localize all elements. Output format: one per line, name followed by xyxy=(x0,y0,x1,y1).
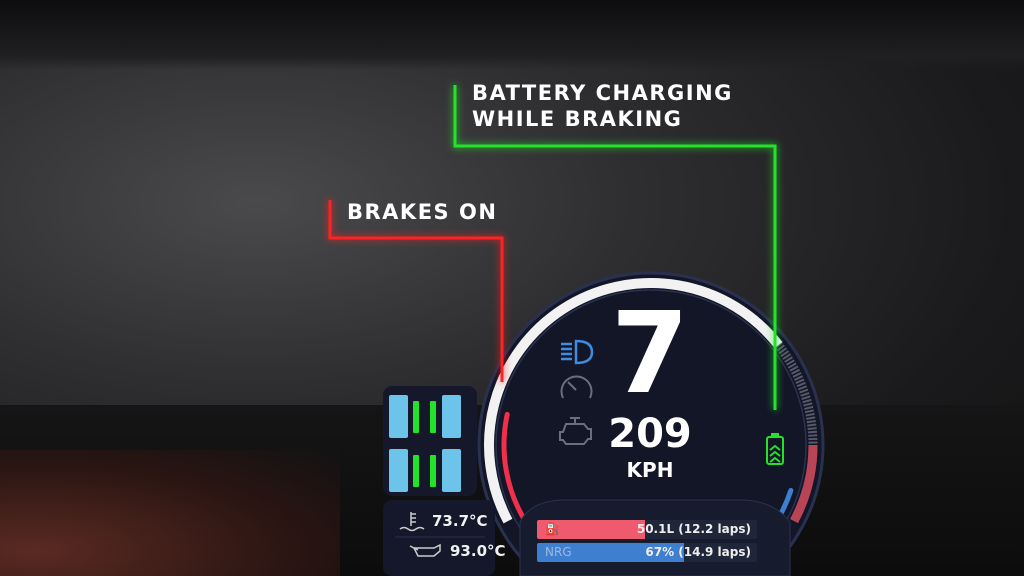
brake-front-left xyxy=(413,401,419,433)
brake-rear-right xyxy=(430,455,436,487)
rpm-fill xyxy=(484,278,783,524)
cockpit-steering-wheel xyxy=(0,450,340,576)
speed-unit: KPH xyxy=(626,458,674,482)
brakes-callout-line xyxy=(328,200,504,382)
brake-rear-left xyxy=(413,455,419,487)
fuel-bar-fill xyxy=(537,520,645,539)
battery-callout-line2: WHILE BRAKING xyxy=(472,107,683,131)
tyre-front-right xyxy=(442,395,461,438)
brake-indicator-arc xyxy=(501,411,529,526)
headlight-icon xyxy=(561,339,594,365)
fuel-bar: ⛽ 50.1L (12.2 laps) xyxy=(537,520,757,539)
energy-tag: NRG xyxy=(545,545,572,559)
gauge-inner-ring xyxy=(495,289,807,576)
brake-front-right xyxy=(430,401,436,433)
engine-icon xyxy=(559,417,592,445)
oil-temp-icon xyxy=(409,543,441,557)
speedometer-icon xyxy=(560,375,593,399)
gear-indicator: 7 xyxy=(611,289,689,419)
oil-temp-value: 93.0°C xyxy=(450,542,506,560)
water-temp-value: 73.7°C xyxy=(432,512,488,530)
battery-callout-line xyxy=(453,85,777,410)
tyre-front-left xyxy=(389,395,408,438)
tyre-rear-right xyxy=(442,449,461,492)
background-track-edge xyxy=(0,0,1024,70)
fuel-text: 50.1L (12.2 laps) xyxy=(636,522,751,536)
energy-text: 67% (14.9 laps) xyxy=(645,545,751,559)
battery-charging-icon xyxy=(766,433,784,465)
battery-callout-line1: BATTERY CHARGING xyxy=(472,81,733,105)
energy-bar: NRG 67% (14.9 laps) xyxy=(537,543,757,562)
rpm-redline xyxy=(790,444,818,524)
battery-callout-label: BATTERY CHARGING WHILE BRAKING xyxy=(472,80,733,132)
brakes-callout-label: BRAKES ON xyxy=(347,200,498,224)
speed-value: 209 xyxy=(608,411,692,457)
coolant-temp-icon xyxy=(399,512,425,532)
fuel-pump-icon: ⛽ xyxy=(545,522,560,536)
tyres xyxy=(389,395,461,492)
energy-bar-fill xyxy=(537,543,685,562)
tyre-rear-left xyxy=(389,449,408,492)
